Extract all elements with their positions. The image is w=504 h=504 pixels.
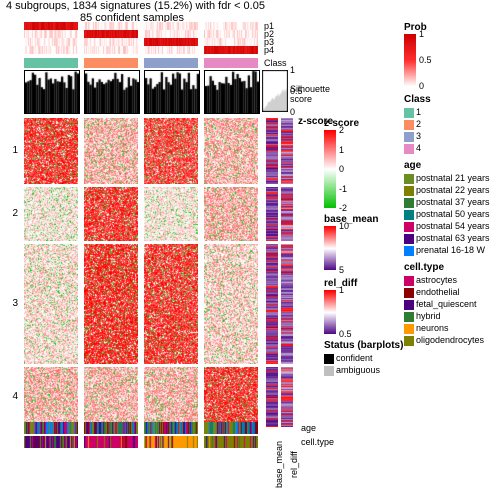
heatmap-r1-c1 xyxy=(24,118,78,184)
heatmap-r2-c1 xyxy=(24,187,78,241)
side-rel_diff-r1 xyxy=(281,118,293,184)
legend-colorbar-Prob xyxy=(404,34,416,86)
heatmap-r3-c1 xyxy=(24,244,78,364)
class-bar-1 xyxy=(24,58,78,68)
heatmap-r4-c1 xyxy=(24,367,78,427)
prob-row-4-group-1 xyxy=(24,46,78,54)
heatmap-r2-c3 xyxy=(144,187,198,241)
side-base_mean-r4 xyxy=(266,367,278,427)
side-rel_diff-r2 xyxy=(281,187,293,241)
celltype-bar-group-2 xyxy=(84,436,138,448)
legend-colorbar-z-score xyxy=(324,130,336,208)
age-bar-group-2 xyxy=(84,422,138,434)
age-bar-group-4 xyxy=(204,422,258,434)
celltype-bar-group-4 xyxy=(204,436,258,448)
legend-swatch xyxy=(404,336,414,346)
heatmap-r3-c4 xyxy=(204,244,258,364)
heatmap-r1-c2 xyxy=(84,118,138,184)
legend-swatch xyxy=(404,324,414,334)
side-rel_diff-r4 xyxy=(281,367,293,427)
heatmap-r4-c2 xyxy=(84,367,138,427)
prob-row-4-group-3 xyxy=(144,46,198,54)
prob-row-3-group-3 xyxy=(144,38,198,46)
silhouette-barplot-1 xyxy=(24,70,80,114)
heatmap-r4-c4 xyxy=(204,367,258,427)
silhouette-barplot-2 xyxy=(84,70,140,114)
prob-row-1-group-3 xyxy=(144,22,198,30)
age-bar-group-1 xyxy=(24,422,78,434)
prob-row-2-group-1 xyxy=(24,30,78,38)
prob-row-3-group-4 xyxy=(204,38,258,46)
legend-swatch xyxy=(404,108,414,118)
legend-swatch xyxy=(404,300,414,310)
heatmap-r3-c3 xyxy=(144,244,198,364)
heatmap-r2-c2 xyxy=(84,187,138,241)
prob-row-2-group-3 xyxy=(144,30,198,38)
legend-swatch xyxy=(404,246,414,256)
prob-row-2-group-4 xyxy=(204,30,258,38)
prob-row-4-group-2 xyxy=(84,46,138,54)
side-base_mean-r1 xyxy=(266,118,278,184)
legend-swatch xyxy=(324,354,334,364)
prob-row-4-group-4 xyxy=(204,46,258,54)
heatmap-r1-c4 xyxy=(204,118,258,184)
silhouette-barplot-4 xyxy=(204,70,260,114)
legend-swatch xyxy=(404,312,414,322)
prob-row-3-group-2 xyxy=(84,38,138,46)
side-rel_diff-r3 xyxy=(281,244,293,364)
prob-row-3-group-1 xyxy=(24,38,78,46)
side-base_mean-r2 xyxy=(266,187,278,241)
class-bar-3 xyxy=(144,58,198,68)
class-bar-4 xyxy=(204,58,258,68)
prob-row-1-group-2 xyxy=(84,22,138,30)
prob-row-1-group-1 xyxy=(24,22,78,30)
legend-swatch xyxy=(404,222,414,232)
legend-swatch xyxy=(404,132,414,142)
heatmap-r3-c2 xyxy=(84,244,138,364)
legend-colorbar-base_mean xyxy=(324,226,336,270)
heatmap-r1-c3 xyxy=(144,118,198,184)
legend-swatch xyxy=(404,198,414,208)
prob-row-1-group-4 xyxy=(204,22,258,30)
heatmap-r4-c3 xyxy=(144,367,198,427)
legend-swatch xyxy=(404,144,414,154)
legend-colorbar-rel_diff xyxy=(324,290,336,334)
legend-swatch xyxy=(404,276,414,286)
legend-swatch xyxy=(404,186,414,196)
side-base_mean-r3 xyxy=(266,244,278,364)
legend-swatch xyxy=(404,174,414,184)
legend-swatch xyxy=(404,234,414,244)
prob-row-2-group-2 xyxy=(84,30,138,38)
celltype-bar-group-3 xyxy=(144,436,198,448)
heatmap-r2-c4 xyxy=(204,187,258,241)
legend-swatch xyxy=(404,120,414,130)
legend-swatch xyxy=(404,288,414,298)
celltype-bar-group-1 xyxy=(24,436,78,448)
class-bar-2 xyxy=(84,58,138,68)
legend-swatch xyxy=(404,210,414,220)
legend-swatch xyxy=(324,366,334,376)
silhouette-barplot-3 xyxy=(144,70,200,114)
age-bar-group-3 xyxy=(144,422,198,434)
